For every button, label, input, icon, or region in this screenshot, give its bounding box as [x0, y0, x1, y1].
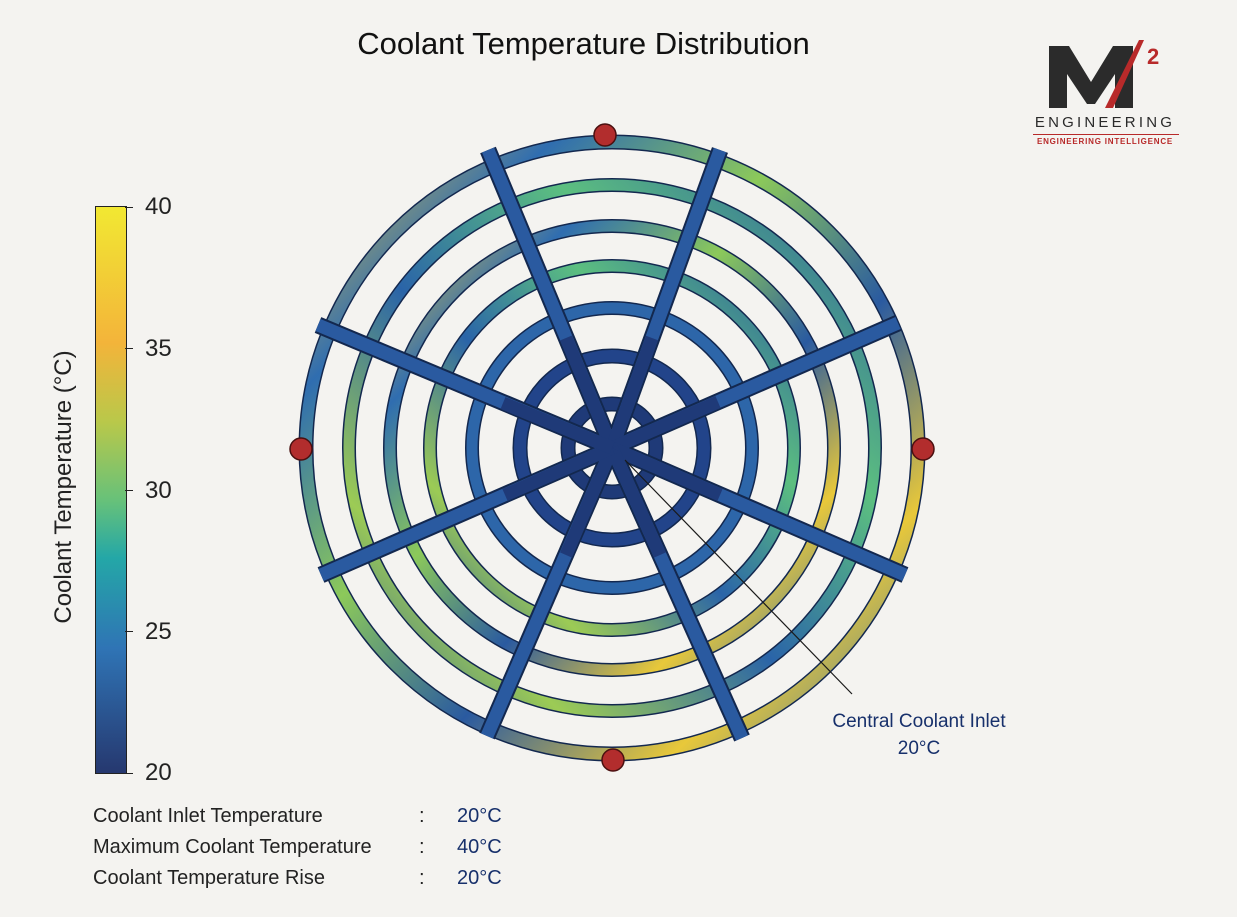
chart-title: Coolant Temperature Distribution — [357, 26, 810, 61]
colorbar-gradient — [95, 206, 127, 774]
outlet-bottom — [601, 748, 625, 772]
outlet-right — [911, 437, 935, 461]
stat-row: Maximum Coolant Temperature : 40°C — [93, 833, 613, 864]
colorbar-tick-label: 30 — [145, 477, 172, 504]
logo-superscript: 2 — [1147, 44, 1159, 69]
stat-label: Coolant Inlet Temperature — [93, 805, 323, 827]
stat-value: 20°C — [457, 805, 502, 827]
outlet-left — [289, 437, 313, 461]
colorbar-tick — [125, 631, 133, 632]
colorbar-tick-label: 25 — [145, 618, 172, 645]
colorbar-tick — [125, 348, 133, 349]
stats-table: Coolant Inlet Temperature : 20°C Maximum… — [93, 802, 613, 895]
logo-divider — [1033, 134, 1179, 135]
stat-row: Coolant Temperature Rise : 20°C — [93, 864, 613, 895]
stat-row: Coolant Inlet Temperature : 20°C — [93, 802, 613, 833]
callout-value: 20°C — [897, 738, 941, 759]
logo-mark-icon: 2 — [1049, 40, 1159, 108]
logo-wordmark: ENGINEERING — [1034, 114, 1176, 131]
colorbar: Coolant Temperature (°C) 40 35 30 25 20 — [40, 190, 200, 790]
colorbar-tick — [125, 773, 133, 774]
outlet-top — [593, 123, 617, 147]
stat-separator: : — [419, 836, 425, 858]
stat-label: Maximum Coolant Temperature — [93, 836, 372, 858]
coolant-outlets — [289, 123, 935, 772]
coolant-rings — [342, 178, 882, 718]
company-logo: 2 ENGINEERING ENGINEERING INTELLIGENCE — [1025, 38, 1185, 153]
colorbar-tick-label: 40 — [145, 193, 172, 220]
stat-value: 20°C — [457, 867, 502, 889]
stat-label: Coolant Temperature Rise — [93, 867, 325, 889]
inlet-leader-line — [624, 459, 853, 695]
logo-tagline: ENGINEERING INTELLIGENCE — [1036, 137, 1174, 146]
colorbar-tick-label: 20 — [145, 759, 172, 786]
inlet-callout: Central Coolant Inlet 20°C — [822, 708, 1016, 762]
colorbar-tick-label: 35 — [145, 335, 172, 362]
colorbar-tick — [125, 207, 133, 208]
stat-value: 40°C — [457, 836, 502, 858]
callout-title: Central Coolant Inlet — [832, 711, 1006, 732]
radial-spokes — [314, 146, 909, 742]
stat-separator: : — [419, 805, 425, 827]
stat-separator: : — [419, 867, 425, 889]
colorbar-tick — [125, 490, 133, 491]
